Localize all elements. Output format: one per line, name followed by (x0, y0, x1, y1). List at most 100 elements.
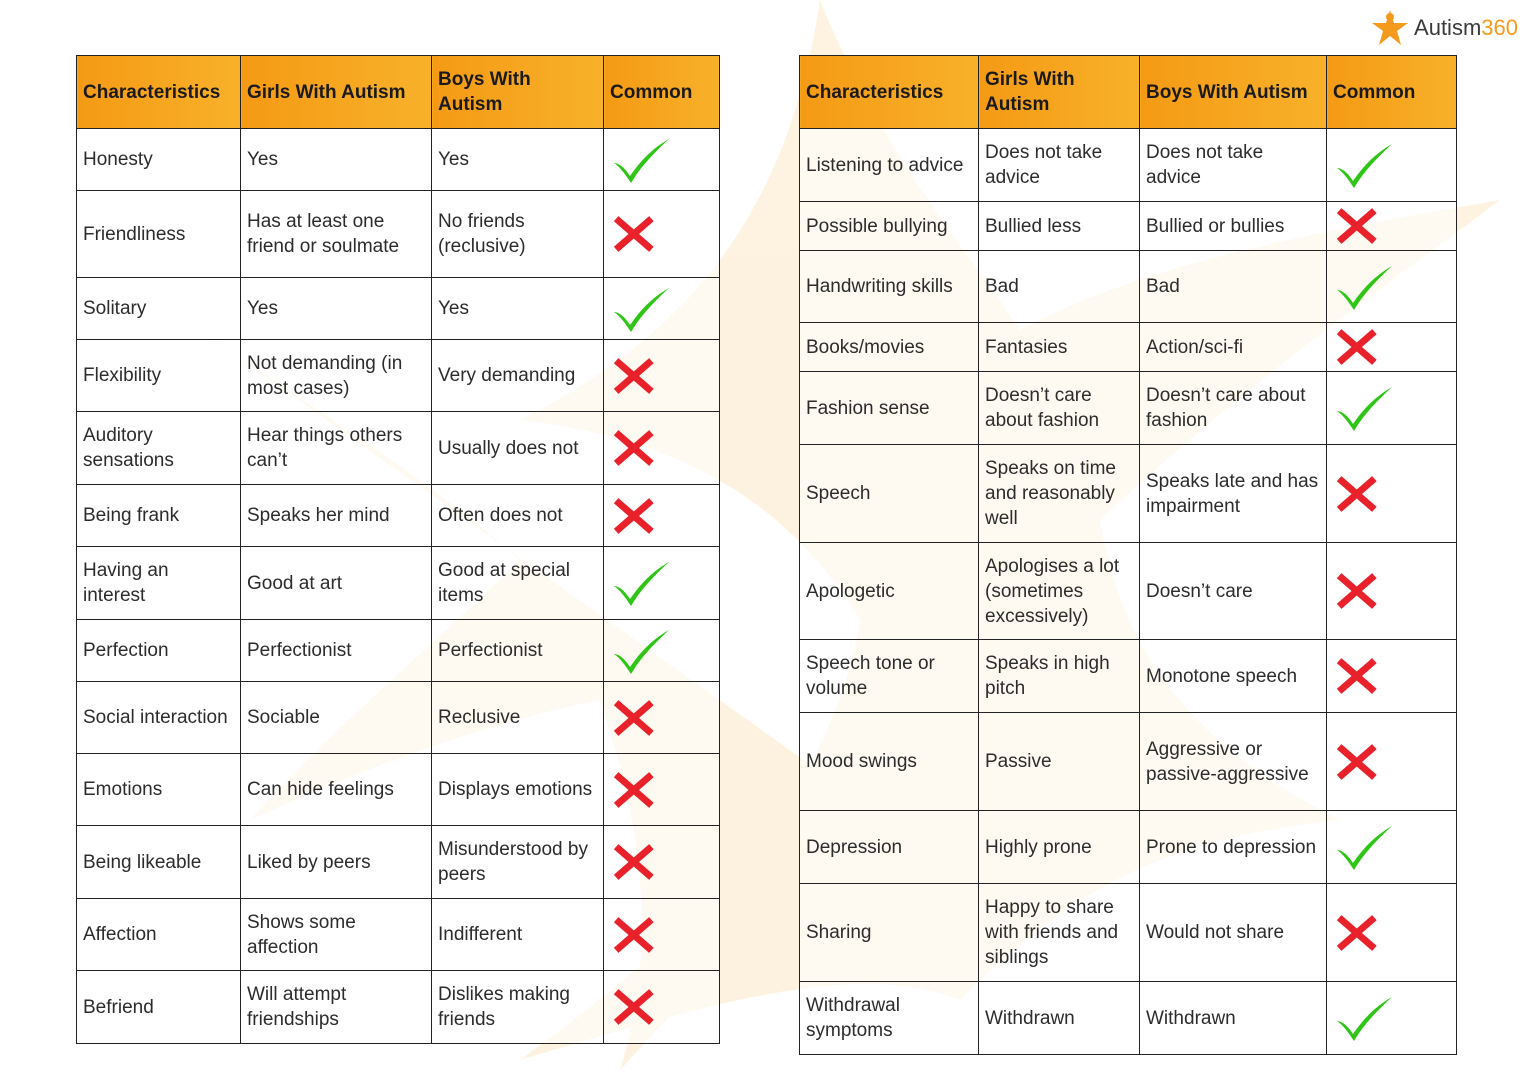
boys-cell: Usually does not (431, 411, 604, 485)
boys-cell: Dislikes making friends (431, 970, 604, 1044)
characteristic-cell: Speech tone or volume (799, 639, 979, 713)
check-icon (1337, 826, 1392, 870)
table-row: Having an interest Good at art Good at spe… (76, 546, 720, 620)
cross-icon (613, 699, 654, 736)
boys-cell: Yes (431, 277, 604, 340)
boys-cell: Does not take advice (1139, 128, 1327, 202)
characteristic-cell: Auditory sensations (76, 411, 241, 485)
characteristic-cell: Being likeable (76, 825, 241, 899)
boys-cell: Would not share (1139, 883, 1327, 982)
table-row: Mood swings Passive Aggressive or passive-… (799, 712, 1457, 811)
table-row: Being frank Speaks her mind Often does not (76, 484, 720, 547)
cross-icon (613, 989, 654, 1025)
characteristic-cell: Withdrawal symptoms (799, 981, 979, 1055)
common-cell (1326, 712, 1457, 811)
header-common: Common (603, 55, 720, 129)
boys-cell: Doesn’t care about fashion (1139, 371, 1327, 445)
common-cell (603, 898, 720, 971)
table-row: Listening to advice Does not take advice D… (799, 128, 1457, 202)
common-cell (603, 128, 720, 191)
girls-cell: Not demanding (in most cases) (240, 339, 432, 412)
characteristic-cell: Having an interest (76, 546, 241, 620)
characteristic-cell: Affection (76, 898, 241, 971)
common-cell (603, 484, 720, 547)
cross-icon (1336, 475, 1377, 512)
table-row: Depression Highly prone Prone to depressio… (799, 810, 1457, 884)
table-row: Befriend Will attempt friendships Dislikes… (76, 970, 720, 1044)
table-row: Apologetic Apologises a lot (sometimes ex… (799, 542, 1457, 640)
table-row: Fashion sense Doesn’t care about fashion D… (799, 371, 1457, 445)
common-cell (1326, 371, 1457, 445)
cross-icon (613, 916, 654, 953)
header-girls: Girls With Autism (978, 55, 1140, 129)
characteristic-cell: Mood swings (799, 712, 979, 811)
check-icon (1337, 997, 1392, 1041)
common-cell (1326, 810, 1457, 884)
girls-cell: Passive (978, 712, 1140, 811)
boys-cell: Very demanding (431, 339, 604, 412)
girls-cell: Liked by peers (240, 825, 432, 899)
table-row: Withdrawal symptoms Withdrawn Withdrawn (799, 981, 1457, 1055)
check-icon (1337, 387, 1392, 431)
girls-cell: Apologises a lot (sometimes excessively) (978, 542, 1140, 640)
characteristic-cell: Possible bullying (799, 201, 979, 251)
cross-icon (1336, 573, 1377, 609)
cross-icon (613, 771, 654, 808)
girls-cell: Does not take advice (978, 128, 1140, 202)
girls-cell: Sociable (240, 681, 432, 754)
girls-cell: Bullied less (978, 201, 1140, 251)
girls-cell: Yes (240, 277, 432, 340)
characteristic-cell: Honesty (76, 128, 241, 191)
girls-cell: Speaks on time and reasonably well (978, 444, 1140, 543)
common-cell (1326, 883, 1457, 982)
table-row: Speech Speaks on time and reasonably well… (799, 444, 1457, 543)
girls-cell: Bad (978, 250, 1140, 323)
table-row: Being likeable Liked by peers Misunderstoo… (76, 825, 720, 899)
boys-cell: Monotone speech (1139, 639, 1327, 713)
characteristic-cell: Emotions (76, 753, 241, 826)
table-header-row: Characteristics Girls With Autism Boys W… (799, 55, 1457, 129)
characteristic-cell: Books/movies (799, 322, 979, 372)
girls-cell: Hear things others can’t (240, 411, 432, 485)
boys-cell: Prone to depression (1139, 810, 1327, 884)
common-cell (1326, 981, 1457, 1055)
common-cell (603, 339, 720, 412)
girls-cell: Happy to share with friends and siblings (978, 883, 1140, 982)
header-girls: Girls With Autism (240, 55, 432, 129)
girls-cell: Highly prone (978, 810, 1140, 884)
girls-cell: Perfectionist (240, 619, 432, 682)
boys-cell: Good at special items (431, 546, 604, 620)
left-comparison-table: Characteristics Girls With Autism Boys W… (76, 55, 720, 1044)
common-cell (1326, 201, 1457, 251)
girls-cell: Shows some affection (240, 898, 432, 971)
characteristic-cell: Speech (799, 444, 979, 543)
boys-cell: Speaks late and has impairment (1139, 444, 1327, 543)
common-cell (603, 277, 720, 340)
table-row: Social interaction Sociable Reclusive (76, 681, 720, 754)
table-row: Solitary Yes Yes (76, 277, 720, 340)
table-row: Perfection Perfectionist Perfectionist (76, 619, 720, 682)
check-icon (614, 138, 669, 183)
common-cell (1326, 444, 1457, 543)
characteristic-cell: Perfection (76, 619, 241, 682)
cross-icon (613, 497, 654, 534)
girls-cell: Withdrawn (978, 981, 1140, 1055)
table-row: Possible bullying Bullied less Bullied or … (799, 201, 1457, 251)
girls-cell: Doesn’t care about fashion (978, 371, 1140, 445)
girls-cell: Speaks her mind (240, 484, 432, 547)
check-icon (1337, 144, 1392, 188)
check-icon (614, 629, 669, 674)
girls-cell: Fantasies (978, 322, 1140, 372)
common-cell (1326, 639, 1457, 713)
table-row: Emotions Can hide feelings Displays emotio… (76, 753, 720, 826)
characteristic-cell: Social interaction (76, 681, 241, 754)
star-logo-icon (1372, 10, 1409, 45)
cross-icon (613, 430, 654, 466)
girls-cell: Has at least one friend or soulmate (240, 190, 432, 278)
cross-icon (1336, 208, 1377, 244)
common-cell (603, 619, 720, 682)
check-icon (1337, 265, 1392, 310)
cross-icon (1336, 329, 1377, 365)
boys-cell: Action/sci-fi (1139, 322, 1327, 372)
boys-cell: Indifferent (431, 898, 604, 971)
